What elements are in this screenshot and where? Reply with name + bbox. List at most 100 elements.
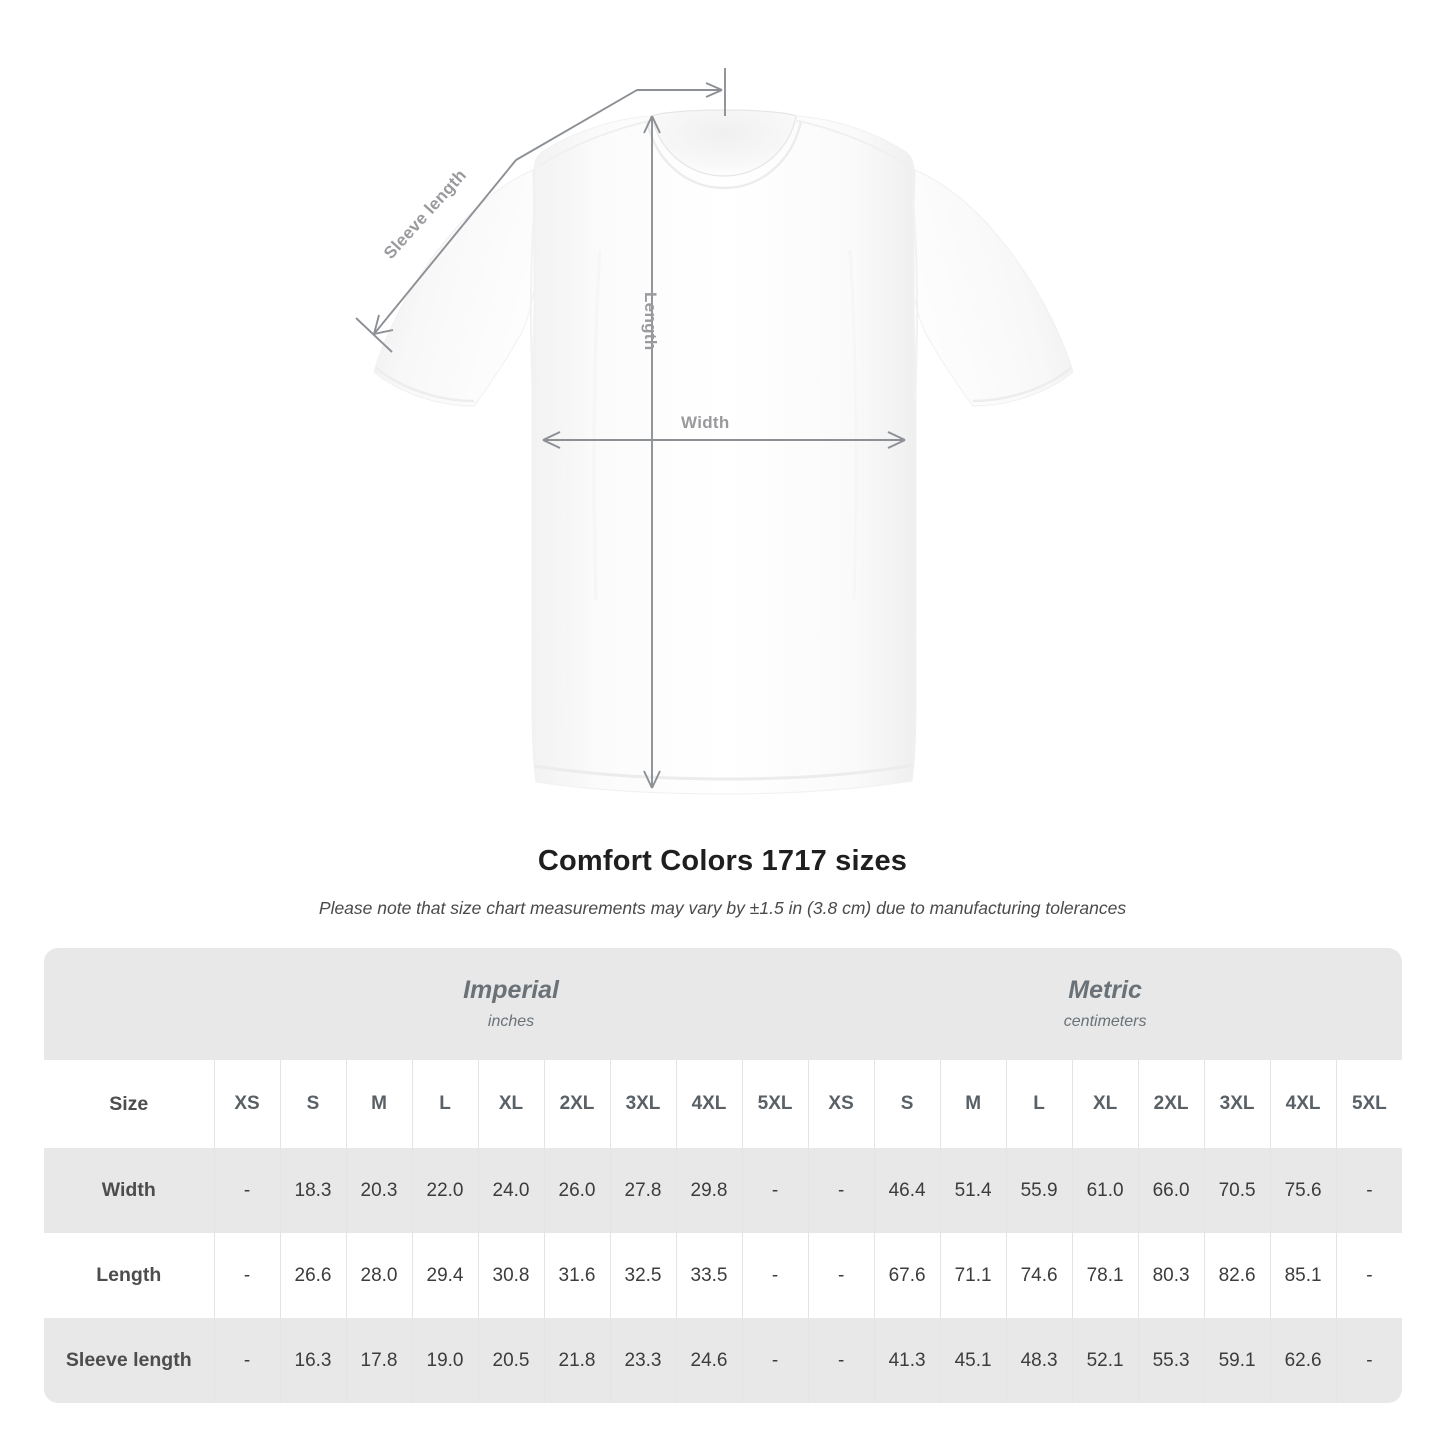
cell-length-metric-4xl: 85.1 [1270,1233,1337,1318]
header-imperial-l: L [412,1060,479,1148]
width-dimension [542,431,906,449]
title-block: Comfort Colors 1717 sizes Please note th… [0,845,1445,919]
cell-sleeve-metric-s: 41.3 [874,1318,941,1403]
cell-length-imperial-3xl: 32.5 [610,1233,677,1318]
cell-length-metric-5xl: - [1336,1233,1403,1318]
cell-sleeve-imperial-xs: - [214,1318,281,1403]
cell-width-metric-xs: - [808,1148,875,1233]
table-header-row: Size XS S M L XL 2XL 3XL 4XL 5XL XS S M … [44,1060,1403,1148]
header-metric-m: M [940,1060,1007,1148]
header-metric-5xl: 5XL [1336,1060,1403,1148]
header-metric-2xl: 2XL [1138,1060,1205,1148]
row-label-sleeve-length: Sleeve length [44,1318,215,1403]
table-row-length: Length - 26.6 28.0 29.4 30.8 31.6 32.5 3… [44,1233,1403,1318]
shirt-body-shape [373,109,1074,795]
cell-length-imperial-m: 28.0 [346,1233,413,1318]
cell-length-imperial-2xl: 31.6 [544,1233,611,1318]
cell-width-metric-xl: 61.0 [1072,1148,1139,1233]
width-annotation-label: Width [681,413,730,432]
cell-sleeve-metric-l: 48.3 [1006,1318,1073,1403]
cell-sleeve-imperial-5xl: - [742,1318,809,1403]
cell-sleeve-imperial-l: 19.0 [412,1318,479,1403]
header-metric-4xl: 4XL [1270,1060,1337,1148]
cell-length-metric-2xl: 80.3 [1138,1233,1205,1318]
cell-width-metric-5xl: - [1336,1148,1403,1233]
unit-band-spacer [44,948,214,1060]
cell-sleeve-metric-xs: - [808,1318,875,1403]
unit-imperial-sub: inches [487,1013,535,1031]
cell-sleeve-imperial-m: 17.8 [346,1318,413,1403]
row-label-width: Width [44,1148,215,1233]
cell-width-imperial-3xl: 27.8 [610,1148,677,1233]
cell-sleeve-metric-2xl: 55.3 [1138,1318,1205,1403]
cell-length-imperial-5xl: - [742,1233,809,1318]
cell-width-imperial-l: 22.0 [412,1148,479,1233]
unit-metric-name: Metric [1068,975,1142,1004]
header-imperial-5xl: 5XL [742,1060,809,1148]
cell-width-imperial-2xl: 26.0 [544,1148,611,1233]
cell-width-imperial-4xl: 29.8 [676,1148,743,1233]
unit-band-imperial: Imperial inches [214,948,809,1060]
cell-length-metric-3xl: 82.6 [1204,1233,1271,1318]
header-metric-xl: XL [1072,1060,1139,1148]
unit-band-row: Imperial inches Metric centimeters [44,948,1403,1060]
cell-sleeve-metric-4xl: 62.6 [1270,1318,1337,1403]
cell-width-metric-m: 51.4 [940,1148,1007,1233]
cell-sleeve-imperial-xl: 20.5 [478,1318,545,1403]
header-imperial-xs: XS [214,1060,281,1148]
unit-metric-sub: centimeters [1063,1013,1147,1031]
header-imperial-3xl: 3XL [610,1060,677,1148]
length-dimension [643,115,661,789]
cell-sleeve-imperial-4xl: 24.6 [676,1318,743,1403]
header-metric-s: S [874,1060,941,1148]
cell-width-metric-l: 55.9 [1006,1148,1073,1233]
cell-length-imperial-xl: 30.8 [478,1233,545,1318]
cell-length-metric-m: 71.1 [940,1233,1007,1318]
cell-length-metric-s: 67.6 [874,1233,941,1318]
cell-width-imperial-5xl: - [742,1148,809,1233]
cell-sleeve-metric-5xl: - [1336,1318,1403,1403]
header-size-label: Size [44,1060,215,1148]
cell-sleeve-metric-3xl: 59.1 [1204,1318,1271,1403]
cell-length-metric-xs: - [808,1233,875,1318]
header-imperial-2xl: 2XL [544,1060,611,1148]
header-metric-l: L [1006,1060,1073,1148]
cell-width-metric-4xl: 75.6 [1270,1148,1337,1233]
cell-width-imperial-m: 20.3 [346,1148,413,1233]
cell-sleeve-metric-xl: 52.1 [1072,1318,1139,1403]
header-metric-xs: XS [808,1060,875,1148]
header-imperial-m: M [346,1060,413,1148]
cell-width-imperial-s: 18.3 [280,1148,347,1233]
cell-width-imperial-xl: 24.0 [478,1148,545,1233]
cell-length-imperial-xs: - [214,1233,281,1318]
page-title: Comfort Colors 1717 sizes [537,845,908,877]
measurement-lines [355,68,906,789]
cell-sleeve-metric-m: 45.1 [940,1318,1007,1403]
cell-length-metric-xl: 78.1 [1072,1233,1139,1318]
cell-width-metric-s: 46.4 [874,1148,941,1233]
unit-band-metric: Metric centimeters [808,948,1403,1060]
table-row-width: Width - 18.3 20.3 22.0 24.0 26.0 27.8 29… [44,1148,1403,1233]
tolerance-note: Please note that size chart measurements… [318,898,1127,918]
cell-length-imperial-4xl: 33.5 [676,1233,743,1318]
cell-sleeve-imperial-2xl: 21.8 [544,1318,611,1403]
cell-width-metric-2xl: 66.0 [1138,1148,1205,1233]
header-imperial-s: S [280,1060,347,1148]
cell-sleeve-imperial-s: 16.3 [280,1318,347,1403]
header-metric-3xl: 3XL [1204,1060,1271,1148]
tshirt-diagram: Sleeve length Length Width [355,68,1074,795]
header-imperial-xl: XL [478,1060,545,1148]
row-label-length: Length [44,1233,215,1318]
cell-width-imperial-xs: - [214,1148,281,1233]
header-imperial-4xl: 4XL [676,1060,743,1148]
cell-length-imperial-s: 26.6 [280,1233,347,1318]
unit-imperial-name: Imperial [463,975,559,1004]
cell-length-metric-l: 74.6 [1006,1233,1073,1318]
length-annotation-label: Length [641,292,660,351]
sleeve-length-dimension [355,68,726,353]
tshirt-illustration-svg [355,68,1074,795]
cell-length-imperial-l: 29.4 [412,1233,479,1318]
cell-sleeve-imperial-3xl: 23.3 [610,1318,677,1403]
cell-width-metric-3xl: 70.5 [1204,1148,1271,1233]
table-row-sleeve-length: Sleeve length - 16.3 17.8 19.0 20.5 21.8… [44,1318,1403,1403]
